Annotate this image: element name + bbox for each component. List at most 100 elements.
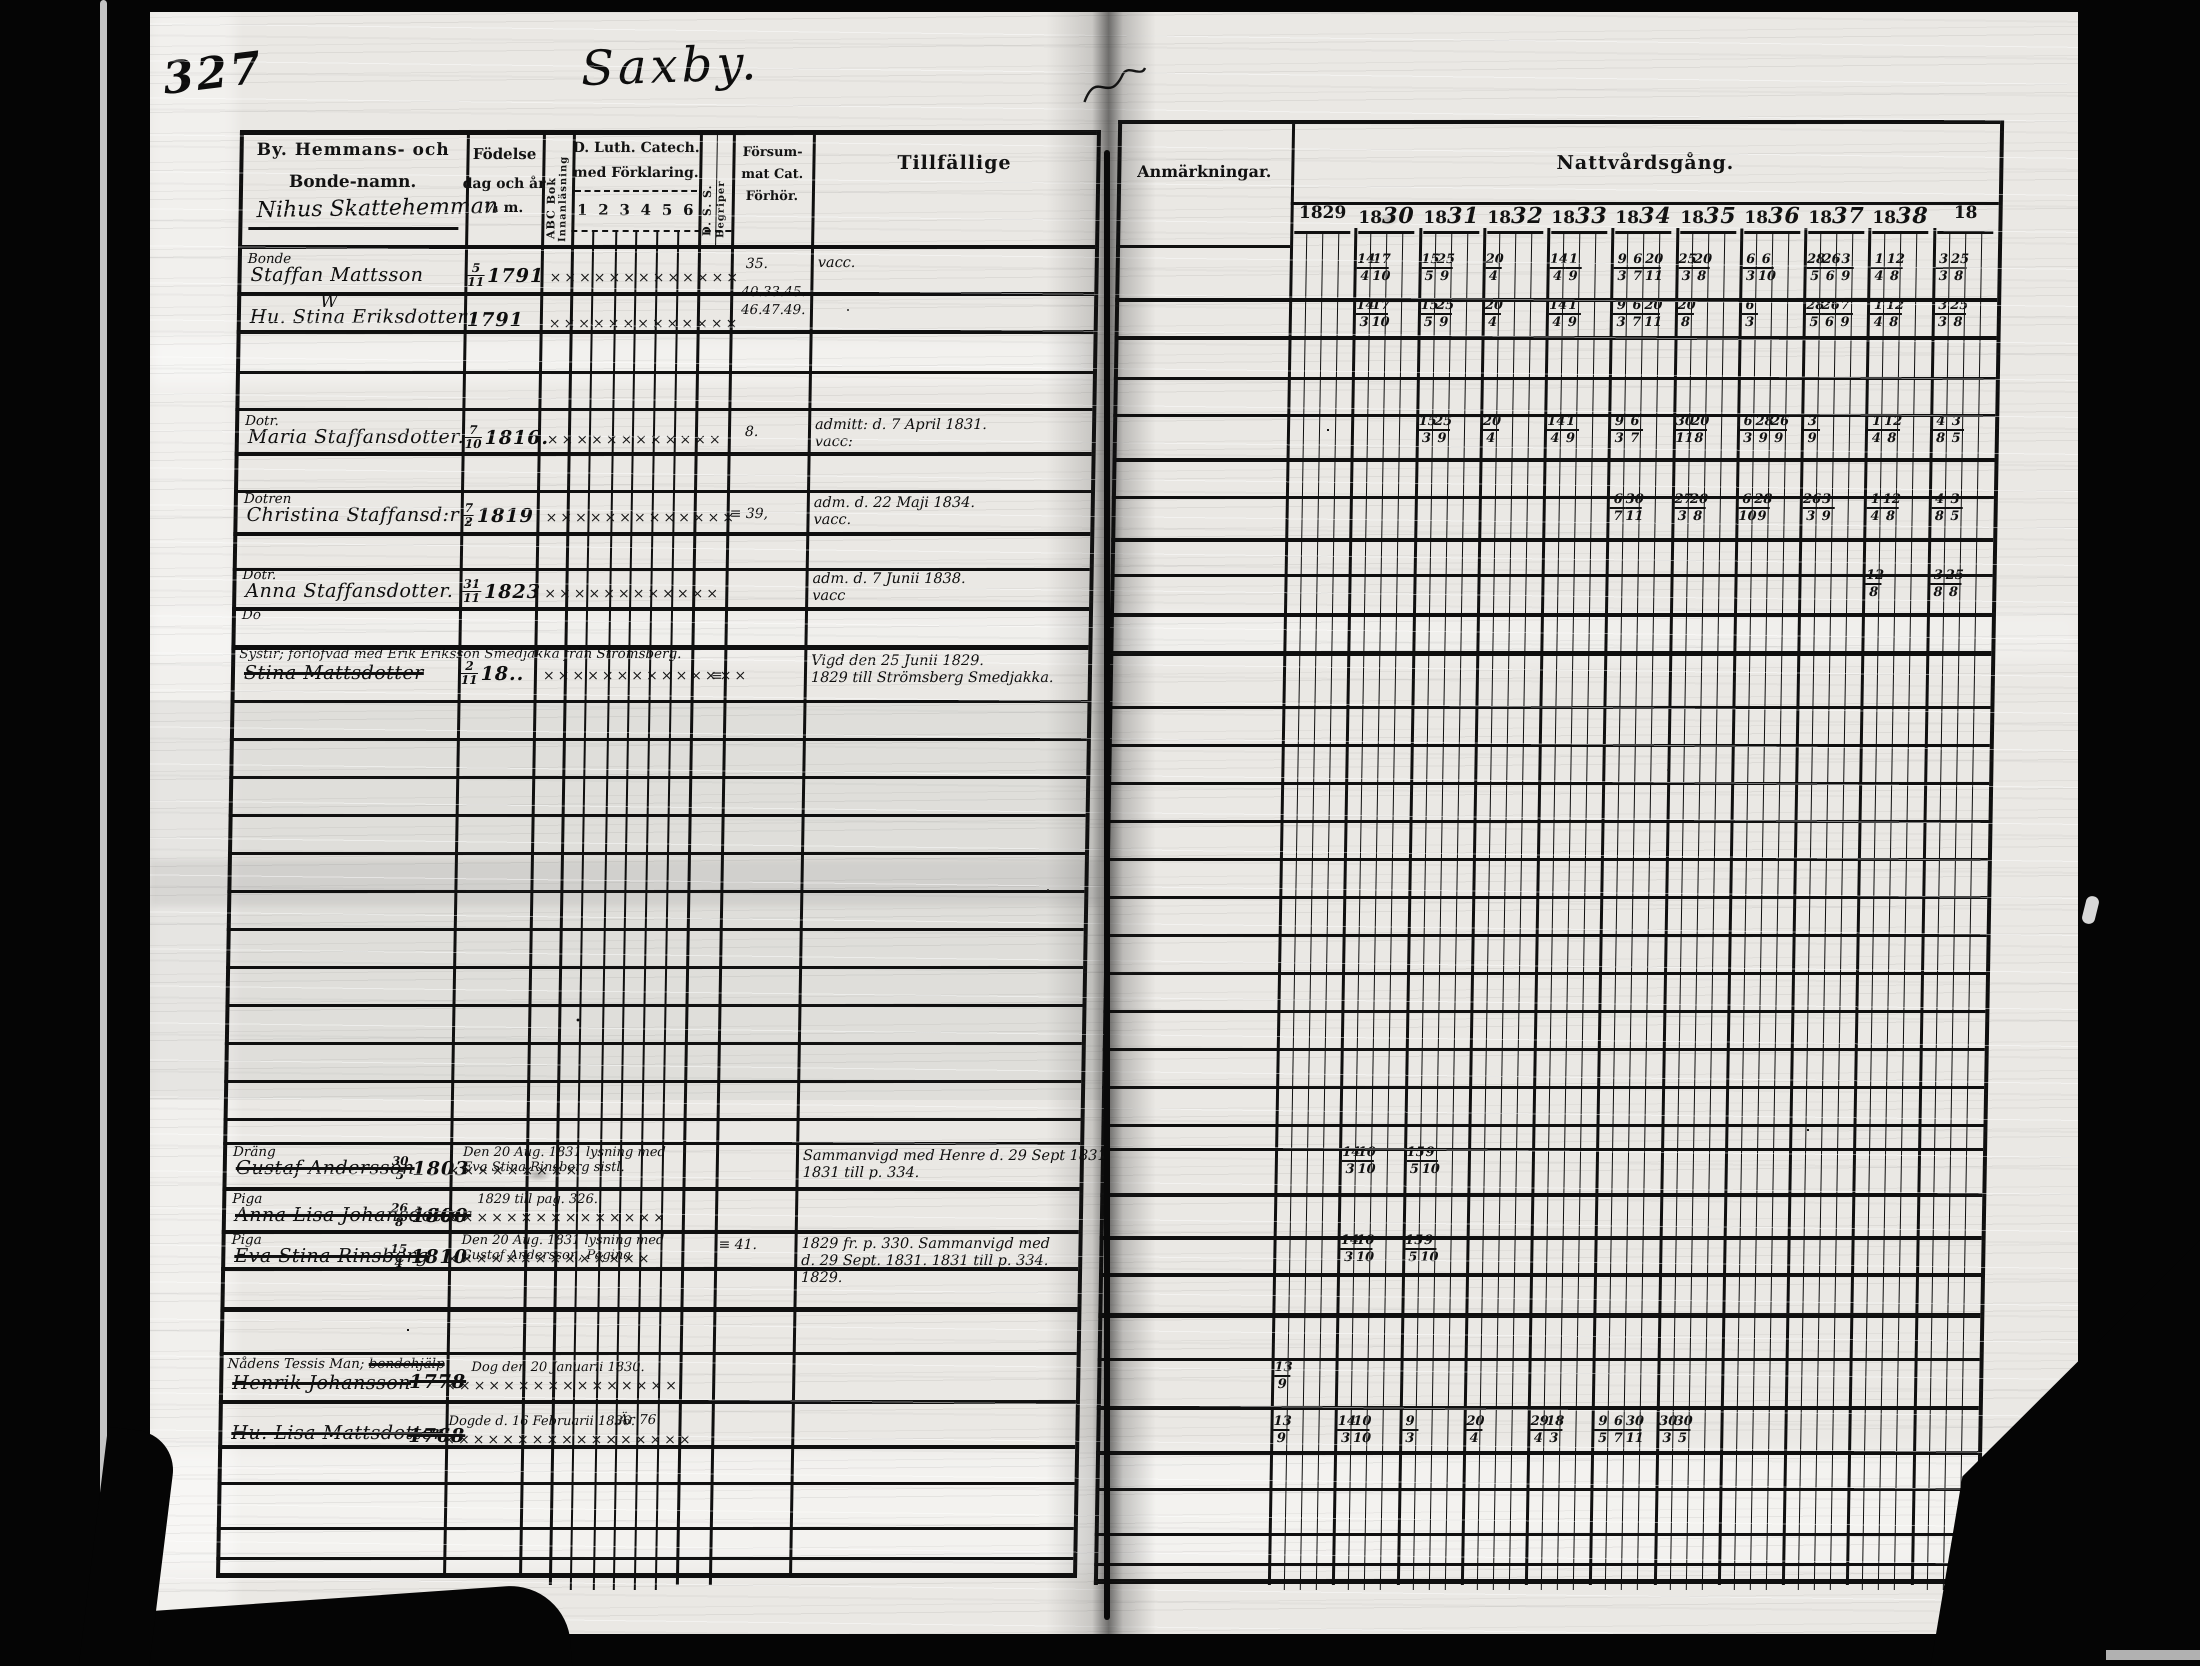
communion-mark: 12 8	[1865, 568, 1885, 600]
grid-line-h	[235, 408, 1093, 411]
row-name: Anna Staffansdotter.	[245, 580, 454, 602]
row-section-note: Nådens Tessis Man; bondehjälp	[227, 1356, 445, 1372]
note-line: 1829 till pag. 326.	[477, 1192, 599, 1207]
year-label: 1837	[1808, 203, 1865, 229]
grid-line-h	[1108, 706, 1991, 709]
row-name: Gustaf Andersson	[235, 1157, 415, 1179]
grid-line-h	[1100, 1193, 1983, 1197]
grid-line-v	[675, 130, 703, 1585]
missed-value: ≡ 41.	[718, 1237, 758, 1253]
communion-mark: 20 8	[1689, 492, 1709, 524]
communion-mark: 10 10	[1357, 1145, 1377, 1177]
note-line: Dogde d. 16 Februarii 1836.	[448, 1414, 636, 1429]
grid-line-h	[1111, 496, 1994, 499]
communion-mark: 15 5	[1406, 1145, 1425, 1177]
grid-line-h	[237, 292, 1095, 296]
catechism-marks: ××××××××××××××××	[444, 1378, 680, 1394]
communion-mark: 14 3	[1337, 1414, 1357, 1446]
grid-line-h	[232, 607, 1090, 611]
communion-mark: 20 11	[1644, 298, 1663, 330]
note-line: Dog den 20 Januarii 1830.	[471, 1360, 645, 1375]
communion-mark: 9 10	[1421, 1145, 1441, 1177]
grid-line-h	[228, 814, 1086, 817]
birth-date: 31 11 1823	[462, 577, 542, 605]
missed-extra: 46.47.49.	[740, 302, 806, 318]
grid-line-v	[708, 130, 736, 1585]
grid-line-h	[224, 1080, 1082, 1083]
communion-mark: 20 4	[1485, 252, 1504, 284]
year-label: 1833	[1551, 203, 1608, 229]
catech-number: 3	[619, 201, 631, 219]
grid-line-h	[1099, 1236, 1982, 1240]
row-name: Henrik Johansson	[232, 1372, 412, 1394]
communion-mark: 13 9	[1274, 1360, 1293, 1392]
grid-line-h	[217, 1482, 1075, 1485]
row-name: Christina Staffansd:r	[246, 504, 460, 526]
communion-mark: 14 4	[1547, 414, 1566, 446]
note-extra: Är 76.	[618, 1412, 661, 1428]
communion-mark: 25 9	[1435, 298, 1455, 330]
communion-mark: 30 5	[1674, 1414, 1693, 1446]
header-name-line1: By. Hemmans- och	[256, 140, 450, 160]
grid-line-h	[218, 1400, 1076, 1404]
till-line: vacc:	[814, 434, 853, 450]
grid-line-h	[1101, 1124, 1984, 1127]
page-number: 327	[160, 42, 267, 105]
birth-date: 7 2 1819	[463, 501, 535, 529]
communion-mark: 13 9	[1273, 1414, 1292, 1446]
binding-highlight	[100, 0, 107, 1500]
year-label: 18	[1953, 203, 1978, 223]
till-line: 1829 till Strömsberg Smedjakka.	[810, 670, 1054, 686]
birth-date: 1791	[466, 309, 524, 331]
catechism-marks: ×××××××××××××	[549, 270, 742, 286]
communion-mark: 28 5	[1806, 298, 1825, 330]
till-line: 1829.	[800, 1270, 843, 1286]
communion-mark: 17 10	[1372, 252, 1391, 284]
communion-mark: 9 10	[1420, 1233, 1439, 1265]
communion-mark: 20 11	[1644, 252, 1664, 284]
grid-line-h	[1113, 377, 1996, 380]
grid-line-h	[239, 130, 1097, 135]
note-line: Eva Stina Rinsberg sistl.	[462, 1160, 625, 1175]
communion-mark: 6 10	[1757, 252, 1777, 284]
grid-line-h	[234, 452, 1092, 456]
communion-mark: 20 4	[1466, 1414, 1485, 1446]
grid-line-h	[1107, 782, 1990, 785]
catech-number: 6	[682, 201, 694, 219]
communion-mark: 18 3	[1546, 1414, 1565, 1446]
grid-line-h	[1114, 336, 1997, 340]
communion-mark: 30 11	[1675, 414, 1694, 446]
grid-line-h	[1096, 1451, 1979, 1455]
communion-mark: 15 5	[1404, 1233, 1424, 1265]
grid-line-h	[233, 490, 1092, 493]
birth-date: 2 11 18..	[460, 659, 525, 687]
grid-line-h	[1112, 458, 1995, 462]
communion-mark: 20 8	[1677, 298, 1696, 330]
grid-line-h	[226, 966, 1084, 969]
communion-mark: 28 9	[1754, 492, 1773, 524]
grid-line-h	[224, 1042, 1082, 1045]
grid-line-h	[225, 1004, 1083, 1007]
communion-mark: 28 9	[1755, 414, 1774, 446]
grid-line-h	[235, 371, 1094, 374]
header-birth-line2: dag och år	[462, 176, 546, 192]
year-label: 1832	[1487, 203, 1544, 229]
grid-line-h	[1098, 1313, 1981, 1318]
note-line: Gustaf Andersson, Pagina	[461, 1248, 632, 1263]
grid-line-h	[1102, 1086, 1985, 1089]
catechism-marks: ××××××××××××	[544, 586, 722, 602]
header-birth-line3: ¼ m.	[483, 200, 524, 216]
communion-mark: 14 3	[1340, 1233, 1360, 1265]
communion-mark: 15 5	[1421, 252, 1440, 284]
grid-line-h	[215, 1573, 1074, 1578]
